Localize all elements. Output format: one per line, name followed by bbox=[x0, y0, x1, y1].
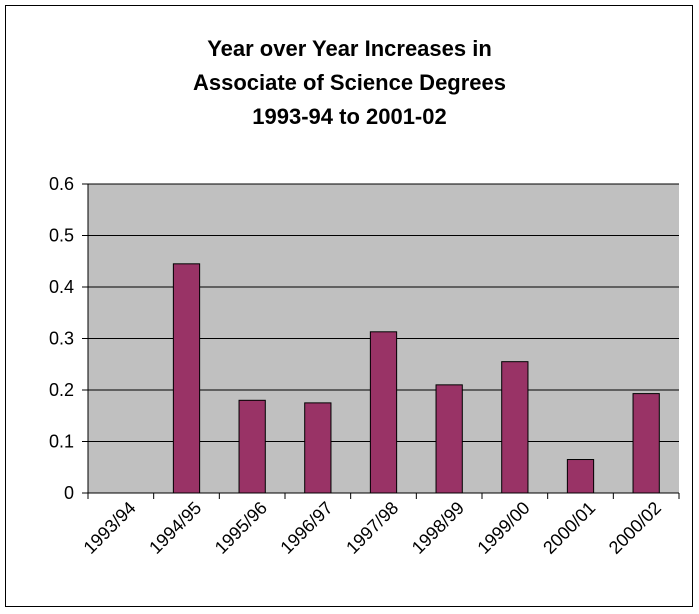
y-tick-label: 0 bbox=[64, 483, 74, 503]
bar bbox=[369, 331, 398, 494]
x-tick-label: 1993/94 bbox=[80, 498, 140, 558]
bar bbox=[172, 263, 201, 494]
y-tick-label: 0.6 bbox=[49, 174, 74, 194]
x-tick-label: 1999/00 bbox=[474, 498, 534, 558]
x-tick-label: 1998/99 bbox=[408, 498, 468, 558]
bar bbox=[435, 384, 463, 494]
x-tick-label: 1997/98 bbox=[342, 498, 402, 558]
y-tick-label: 0.1 bbox=[49, 432, 74, 452]
chart-title: Year over Year Increases in Associate of… bbox=[0, 32, 699, 134]
y-tick-label: 0.5 bbox=[49, 226, 74, 246]
x-tick-label: 2000/02 bbox=[605, 498, 665, 558]
chart-title-line-1: Year over Year Increases in bbox=[207, 36, 492, 61]
chart-title-line-2: Associate of Science Degrees bbox=[192, 70, 507, 95]
y-tick-label: 0.2 bbox=[49, 380, 74, 400]
x-tick-label: 1995/96 bbox=[211, 498, 271, 558]
y-tick-label: 0.4 bbox=[49, 277, 74, 297]
y-tick-label: 0.3 bbox=[49, 329, 74, 349]
x-tick-label: 1996/97 bbox=[277, 498, 337, 558]
bar bbox=[632, 393, 660, 494]
chart-title-line-3: 1993-94 to 2001-02 bbox=[252, 104, 447, 129]
bar bbox=[304, 402, 332, 494]
x-tick-label: 2000/01 bbox=[539, 498, 599, 558]
bar bbox=[238, 399, 266, 494]
x-tick-label: 1994/95 bbox=[145, 498, 205, 558]
bar bbox=[501, 361, 529, 494]
bar bbox=[566, 459, 595, 494]
